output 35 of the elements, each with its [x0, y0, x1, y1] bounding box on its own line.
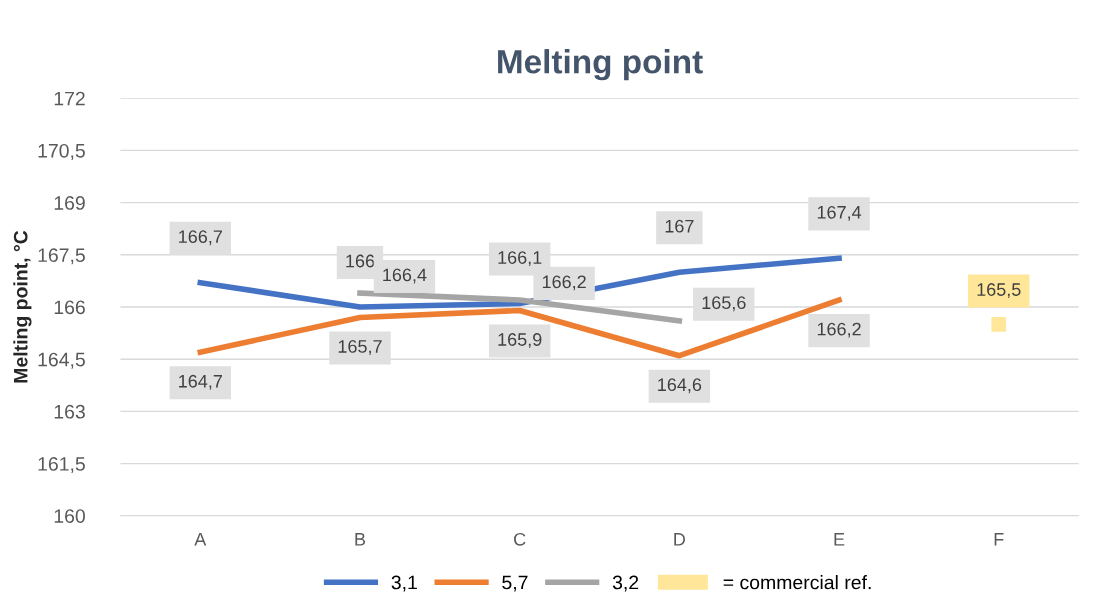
data-label: 166,7 [179, 230, 222, 246]
legend-label: 3,1 [391, 575, 417, 592]
y-tick-label: 163 [54, 404, 85, 419]
x-tick-label: A [194, 533, 207, 546]
data-label: 167,4 [817, 205, 862, 221]
data-label: 167 [665, 219, 694, 233]
data-label: 166,2 [817, 322, 861, 338]
y-axis-title: Melting point, °C [13, 230, 32, 383]
data-label: 165,7 [338, 340, 382, 355]
x-tick-label: D [674, 533, 686, 546]
data-label: 164,6 [658, 378, 702, 394]
x-tick-label: B [355, 533, 366, 546]
y-tick-label: 160 [54, 509, 85, 523]
x-tick-label: C [514, 532, 526, 546]
x-tick-label: F [994, 533, 1004, 546]
data-label: 165,9 [498, 333, 542, 349]
legend-label: 5,7 [502, 575, 528, 592]
y-tick-label: 169 [54, 196, 85, 210]
data-label: 165,6 [702, 296, 746, 312]
data-label: 166,2 [542, 275, 586, 291]
y-tick-label: 166 [54, 300, 85, 315]
chart-title: Melting point [498, 49, 703, 81]
data-label: 166,4 [383, 268, 427, 284]
data-label: 166 [346, 254, 375, 268]
data-label: 165,5 [977, 283, 1021, 299]
y-tick-label: 164,5 [38, 352, 85, 369]
data-label: 164,7 [179, 374, 222, 390]
y-tick-label: 161,5 [38, 457, 85, 474]
legend-label: 3,2 [612, 575, 639, 592]
y-tick-label: 170,5 [38, 143, 85, 160]
x-tick-label: E [834, 533, 845, 546]
y-tick-label: 167,5 [38, 248, 85, 265]
y-tick-label: 172 [54, 91, 85, 106]
data-label: 166,1 [498, 251, 542, 267]
legend-label: = commercial ref. [723, 575, 871, 590]
